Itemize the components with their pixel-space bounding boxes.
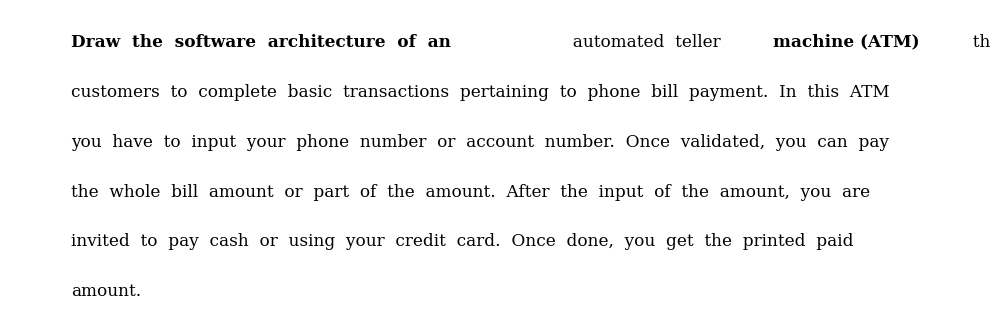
Text: automated  teller: automated teller bbox=[562, 34, 725, 51]
Text: customers  to  complete  basic  transactions  pertaining  to  phone  bill  payme: customers to complete basic transactions… bbox=[71, 84, 890, 101]
Text: the  whole  bill  amount  or  part  of  the  amount.  After  the  input  of  the: the whole bill amount or part of the amo… bbox=[71, 184, 870, 201]
Text: you  have  to  input  your  phone  number  or  account  number.  Once  validated: you have to input your phone number or a… bbox=[71, 134, 889, 151]
Text: amount.: amount. bbox=[71, 283, 142, 300]
Text: machine (ATM): machine (ATM) bbox=[773, 34, 920, 51]
Text: invited  to  pay  cash  or  using  your  credit  card.  Once  done,  you  get  t: invited to pay cash or using your credit… bbox=[71, 233, 854, 251]
Text: Draw  the  software  architecture  of  an: Draw the software architecture of an bbox=[71, 34, 451, 51]
Text: that  allows: that allows bbox=[962, 34, 991, 51]
